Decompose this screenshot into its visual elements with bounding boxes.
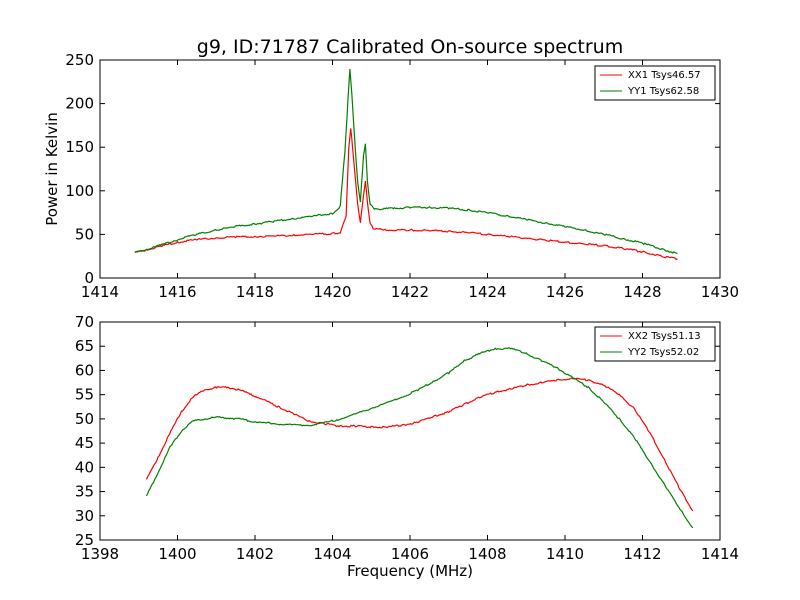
y-tick-label: 45: [75, 434, 94, 452]
x-tick-label: 1412: [623, 545, 661, 563]
top-legend: XX1 Tsys46.57 YY1 Tsys62.58: [594, 65, 716, 101]
series-line-xx2: [145, 377, 694, 512]
x-tick-label: 1402: [236, 545, 274, 563]
y-tick-label: 35: [75, 483, 94, 501]
y-tick-label: 25: [75, 531, 94, 549]
x-tick-label: 1424: [468, 283, 506, 301]
top-ticks: 1414 1416 1418 1420 1422 1424 1426 1428 1430 0 50 1…: [65, 51, 739, 301]
bottom-ticks: 1398 1400 1402 1404 1406 1408 1410 1412 1414 25 30…: [75, 313, 739, 563]
x-tick-label: 1406: [391, 545, 429, 563]
x-tick-label: 1420: [313, 283, 351, 301]
y-tick-label: 50: [75, 410, 94, 428]
y-tick-label: 70: [75, 313, 94, 331]
x-tick-label: 1422: [391, 283, 429, 301]
top-legend-box: [594, 65, 716, 101]
bottom-legend-label-yy2: YY2 Tsys52.02: [627, 347, 699, 358]
x-tick-label: 1400: [158, 545, 196, 563]
x-tick-label: 1408: [468, 545, 506, 563]
series-line-yy2: [145, 347, 694, 529]
bottom-series-lines: [145, 347, 694, 529]
bottom-legend: XX2 Tsys51.13 YY2 Tsys52.02: [594, 326, 716, 362]
x-tick-label: 1410: [546, 545, 584, 563]
y-tick-label: 60: [75, 361, 94, 379]
y-tick-label: 65: [75, 337, 94, 355]
y-tick-label: 30: [75, 507, 94, 525]
top-ylabel: Power in Kelvin: [43, 112, 61, 226]
x-tick-label: 1414: [81, 283, 119, 301]
x-tick-label: 1430: [701, 283, 739, 301]
series-line-yy1: [134, 69, 678, 255]
x-tick-label: 1416: [158, 283, 196, 301]
y-tick-label: 250: [65, 51, 94, 69]
bottom-legend-label-xx2: XX2 Tsys51.13: [628, 331, 701, 342]
bottom-xlabel: Frequency (MHz): [347, 562, 473, 580]
top-chart: g9, ID:71787 Calibrated On-source spectr…: [43, 36, 739, 301]
top-series-lines: [134, 69, 678, 261]
series-line-xx1: [134, 128, 678, 261]
y-tick-label: 200: [65, 95, 94, 113]
x-tick-label: 1426: [546, 283, 584, 301]
x-tick-label: 1398: [81, 545, 119, 563]
x-tick-label: 1418: [236, 283, 274, 301]
top-legend-label-xx1: XX1 Tsys46.57: [628, 70, 701, 81]
x-tick-label: 1414: [701, 545, 739, 563]
y-tick-label: 55: [75, 386, 94, 404]
y-tick-label: 50: [75, 225, 94, 243]
y-tick-label: 150: [65, 138, 94, 156]
bottom-chart: 1398 1400 1402 1404 1406 1408 1410 1412 1414 25 30…: [75, 313, 739, 580]
y-tick-label: 0: [84, 269, 94, 287]
x-tick-label: 1428: [623, 283, 661, 301]
x-tick-label: 1404: [313, 545, 351, 563]
chart-title: g9, ID:71787 Calibrated On-source spectr…: [197, 36, 623, 58]
bottom-legend-box: [594, 326, 716, 362]
y-tick-label: 40: [75, 458, 94, 476]
y-tick-label: 100: [65, 182, 94, 200]
top-legend-label-yy1: YY1 Tsys62.58: [627, 86, 699, 97]
